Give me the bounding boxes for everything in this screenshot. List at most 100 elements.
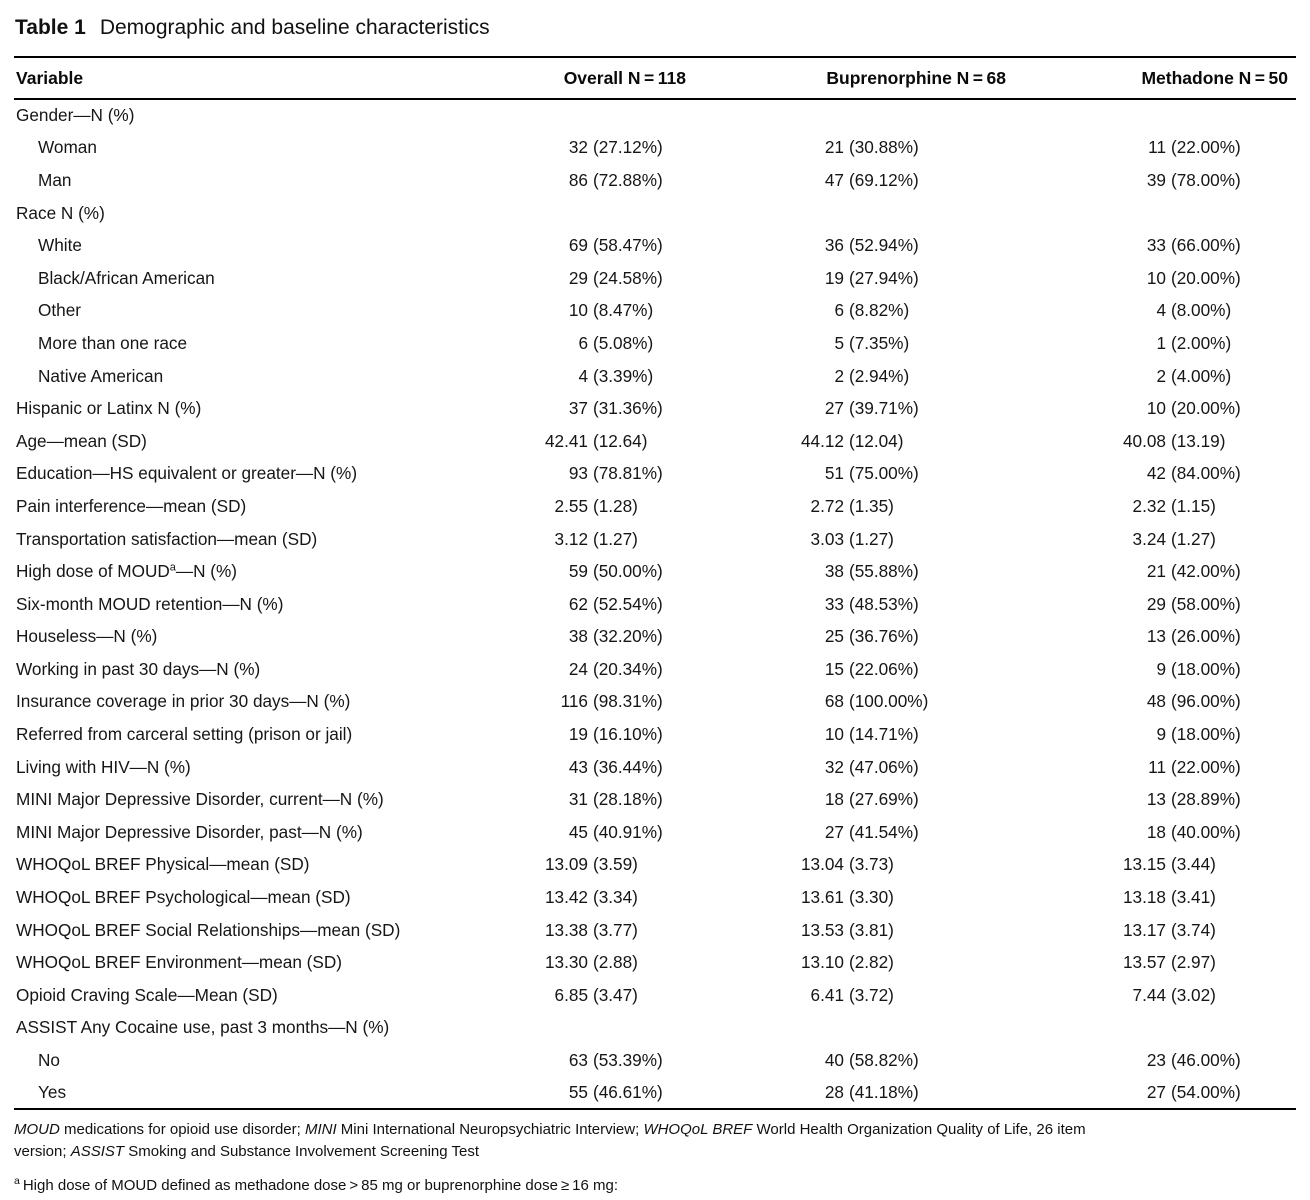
overall-cell: 13.38 (3.77) (504, 914, 694, 947)
table-row: WHOQoL BREF Physical—mean (SD) 13.09 (3.5… (14, 849, 1296, 882)
percent-value: (41.54%) (849, 821, 919, 842)
table-caption: Table 1 Demographic and baseline characte… (15, 14, 1296, 42)
percent-value: (3.81) (849, 919, 894, 940)
buprenorphine-cell: 25 (36.76%) (694, 621, 1014, 654)
buprenorphine-cell: 68 (100.00%) (694, 686, 1014, 719)
variable-cell: High dose of MOUDa—N (%) (14, 555, 504, 588)
variable-cell: MINI Major Depressive Disorder, current—… (14, 783, 504, 816)
count-value: 32 (824, 756, 844, 777)
percent-value: (20.00%) (1171, 267, 1241, 288)
table-row: ASSIST Any Cocaine use, past 3 months—N … (14, 1012, 1296, 1045)
count-value: 13.10 (800, 952, 844, 973)
variable-cell: Gender—N (%) (14, 99, 504, 132)
buprenorphine-cell: 6 (8.82%) (694, 295, 1014, 328)
count-value: 10 (824, 724, 844, 745)
methadone-cell: 10 (20.00%) (1014, 262, 1296, 295)
count-value: 13.42 (544, 887, 588, 908)
percent-value: (69.12%) (849, 169, 919, 190)
methadone-cell: 3.24 (1.27) (1014, 523, 1296, 556)
footnote-text: High dose of MOUD defined as methadone d… (22, 1177, 619, 1195)
table-row: Referred from carceral setting (prison o… (14, 718, 1296, 751)
count-value: 69 (568, 235, 588, 256)
percent-value: (54.00%) (1171, 1082, 1241, 1103)
variable-cell: Working in past 30 days—N (%) (14, 653, 504, 686)
count-value: 24 (568, 658, 588, 679)
count-value: 2.72 (810, 495, 844, 516)
percent-value: (78.81%) (593, 463, 663, 484)
overall-cell: 116 (98.31%) (504, 686, 694, 719)
count-value: 4 (1156, 300, 1166, 321)
count-value: 2 (834, 365, 844, 386)
variable-label: No (38, 1050, 60, 1071)
buprenorphine-cell: 6.41 (3.72) (694, 979, 1014, 1012)
methadone-cell: 48 (96.00%) (1014, 686, 1296, 719)
percent-value: (46.61%) (593, 1082, 663, 1103)
table-row: Working in past 30 days—N (%) 24 (20.34%)… (14, 653, 1296, 686)
table-row: Age—mean (SD) 42.41 (12.64) 44.12 (12.04) … (14, 425, 1296, 458)
buprenorphine-cell: 21 (30.88%) (694, 132, 1014, 165)
percent-value: (40.91%) (593, 821, 663, 842)
abbreviations-note: MOUD medications for opioid use disorder… (14, 1119, 1296, 1162)
overall-cell: 93 (78.81%) (504, 458, 694, 491)
overall-cell: 63 (53.39%) (504, 1044, 694, 1077)
count-value: 93 (568, 463, 588, 484)
count-value: 33 (824, 593, 844, 614)
count-value: 19 (568, 724, 588, 745)
overall-cell: 38 (32.20%) (504, 621, 694, 654)
overall-cell: 13.30 (2.88) (504, 946, 694, 979)
count-value: 43 (568, 756, 588, 777)
count-value: 38 (568, 626, 588, 647)
variable-cell: Woman (14, 132, 504, 165)
abbrev-definition: Smoking and Substance Involvement Screen… (124, 1142, 479, 1160)
percent-value: (1.28) (593, 495, 638, 516)
variable-label: Hispanic or Latinx N (%) (16, 398, 202, 419)
percent-value: (3.34) (593, 887, 638, 908)
abbrev-term: MOUD (14, 1121, 60, 1139)
variable-cell: More than one race (14, 327, 504, 360)
variable-cell: Native American (14, 360, 504, 393)
variable-label: Living with HIV—N (%) (16, 756, 191, 777)
count-value: 6.85 (554, 984, 588, 1005)
percent-value: (3.39%) (593, 365, 654, 386)
methadone-cell: 11 (22.00%) (1014, 751, 1296, 784)
table-row: No 63 (53.39%) 40 (58.82%) 23 (46.00%) (14, 1044, 1296, 1077)
table-row: Living with HIV—N (%) 43 (36.44%) 32 (47.0… (14, 751, 1296, 784)
variable-cell: Referred from carceral setting (prison o… (14, 718, 504, 751)
percent-value: (26.00%) (1171, 626, 1241, 647)
count-value: 1 (1156, 332, 1166, 353)
count-value: 38 (824, 561, 844, 582)
count-value: 6 (578, 332, 588, 353)
buprenorphine-cell: 19 (27.94%) (694, 262, 1014, 295)
table-row: Race N (%) (14, 197, 1296, 230)
variable-label: Woman (38, 137, 97, 158)
column-header-variable: Variable (14, 56, 504, 100)
overall-cell: 6 (5.08%) (504, 327, 694, 360)
variable-label: Native American (38, 365, 164, 386)
percent-value: (1.27) (593, 528, 638, 549)
overall-cell: 45 (40.91%) (504, 816, 694, 849)
percent-value: (3.59) (593, 854, 638, 875)
count-value: 5 (834, 332, 844, 353)
percent-value: (36.44%) (593, 756, 663, 777)
percent-value: (53.39%) (593, 1050, 663, 1071)
percent-value: (2.82) (849, 952, 894, 973)
percent-value: (3.77) (593, 919, 638, 940)
percent-value: (18.00%) (1171, 724, 1241, 745)
percent-value: (58.82%) (849, 1050, 919, 1071)
count-value: 6.41 (810, 984, 844, 1005)
methadone-cell (1014, 99, 1296, 132)
percent-value: (13.19) (1171, 430, 1226, 451)
variable-cell: WHOQoL BREF Environment—mean (SD) (14, 946, 504, 979)
overall-cell: 62 (52.54%) (504, 588, 694, 621)
variable-cell: Man (14, 164, 504, 197)
percent-value: (84.00%) (1171, 463, 1241, 484)
table-row: Insurance coverage in prior 30 days—N (%… (14, 686, 1296, 719)
variable-label: ASSIST Any Cocaine use, past 3 months—N … (16, 1017, 390, 1038)
table-row: Gender—N (%) (14, 99, 1296, 132)
variable-label: Houseless—N (%) (16, 626, 158, 647)
methadone-cell: 39 (78.00%) (1014, 164, 1296, 197)
table-row: Transportation satisfaction—mean (SD) 3.… (14, 523, 1296, 556)
variable-label: Race N (%) (16, 202, 105, 223)
variable-cell: Insurance coverage in prior 30 days—N (%… (14, 686, 504, 719)
percent-value: (46.00%) (1171, 1050, 1241, 1071)
